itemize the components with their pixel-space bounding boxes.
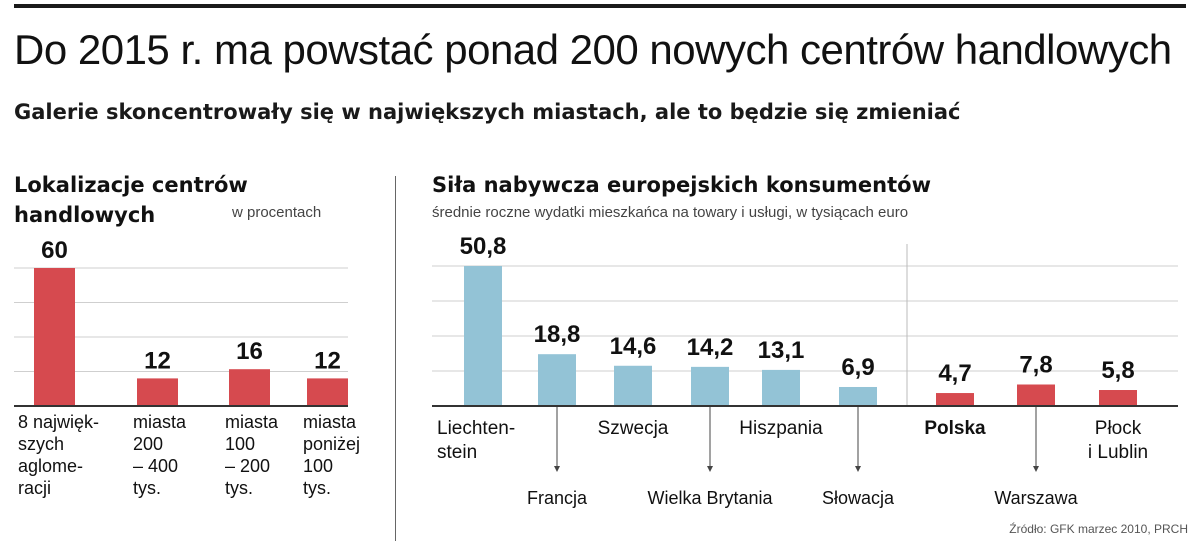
data-label: 12 (314, 347, 341, 374)
category-label: 8 najwięk- (18, 412, 99, 432)
category-label: tys. (133, 478, 161, 498)
bar (839, 386, 877, 406)
left-chart-unit: w procentach (232, 204, 322, 221)
left-chart-title-line: Lokalizacje centrów (14, 173, 248, 197)
category-label: tys. (303, 478, 331, 498)
bar (1017, 384, 1055, 406)
right-chart-title: Siła nabywcza europejskich konsumentów (432, 173, 931, 197)
bar (538, 354, 576, 406)
category-label: Szwecja (598, 418, 669, 439)
category-label: Liechten- (437, 418, 515, 439)
right-chart-subtitle: średnie roczne wydatki mieszkańca na tow… (432, 204, 909, 221)
right-chart: 50,8 Liechten-stein 18,8 Francja 14,6 Szwecja… (432, 233, 1178, 508)
panel-divider (395, 176, 396, 541)
pointer-arrow (554, 466, 560, 472)
data-label: 6,9 (841, 354, 874, 381)
data-label: 4,7 (938, 360, 971, 387)
bar (34, 268, 75, 406)
category-label: 100 (303, 456, 333, 476)
data-label: 18,8 (534, 321, 581, 348)
pointer-arrow (707, 466, 713, 472)
data-label: 60 (41, 237, 68, 264)
category-label: Płock (1095, 418, 1142, 439)
category-label: 100 (225, 434, 255, 454)
data-label: 12 (144, 347, 171, 374)
bar (691, 366, 729, 406)
source-note: Źródło: GFK marzec 2010, PRCH (1009, 522, 1188, 536)
data-label: 14,2 (687, 334, 734, 361)
category-label: stein (437, 442, 477, 463)
category-label: racji (18, 478, 51, 498)
category-label: – 400 (133, 456, 178, 476)
pointer-arrow (1033, 466, 1039, 472)
category-label: Warszawa (994, 488, 1078, 508)
category-label: tys. (225, 478, 253, 498)
left-chart-title: Lokalizacje centrów handlowych (14, 170, 314, 230)
category-label: i Lublin (1088, 442, 1148, 463)
category-label: poniżej (303, 434, 360, 454)
data-label: 5,8 (1101, 357, 1134, 384)
data-label: 14,6 (610, 333, 657, 360)
category-label: Wielka Brytania (647, 488, 773, 508)
page-subtitle: Galerie skoncentrowały się w największyc… (14, 100, 961, 124)
category-label: Słowacja (822, 488, 895, 508)
category-label: aglome- (18, 456, 83, 476)
category-label: Hiszpania (739, 418, 823, 439)
bar (229, 369, 270, 406)
left-chart: 608 najwięk-szychaglome-racji12miasta200… (14, 237, 360, 498)
data-label: 50,8 (460, 233, 507, 260)
category-label: Francja (527, 488, 588, 508)
category-label: miasta (133, 412, 187, 432)
category-label: szych (18, 434, 64, 454)
data-label: 16 (236, 338, 263, 365)
bar (614, 365, 652, 406)
category-label: miasta (303, 412, 357, 432)
page-title: Do 2015 r. ma powstać ponad 200 nowych c… (14, 26, 1172, 73)
bar (1099, 390, 1137, 406)
category-label: – 200 (225, 456, 270, 476)
bar (137, 378, 178, 406)
category-label: 200 (133, 434, 163, 454)
bar (762, 369, 800, 406)
category-label: miasta (225, 412, 279, 432)
data-label: 7,8 (1019, 352, 1052, 379)
top-rule (14, 4, 1186, 8)
pointer-arrow (855, 466, 861, 472)
data-label: 13,1 (758, 337, 805, 364)
left-chart-title-line: handlowych (14, 203, 156, 227)
bar (936, 393, 974, 406)
bar (464, 266, 502, 406)
bar (307, 378, 348, 406)
category-label: Polska (924, 418, 986, 439)
